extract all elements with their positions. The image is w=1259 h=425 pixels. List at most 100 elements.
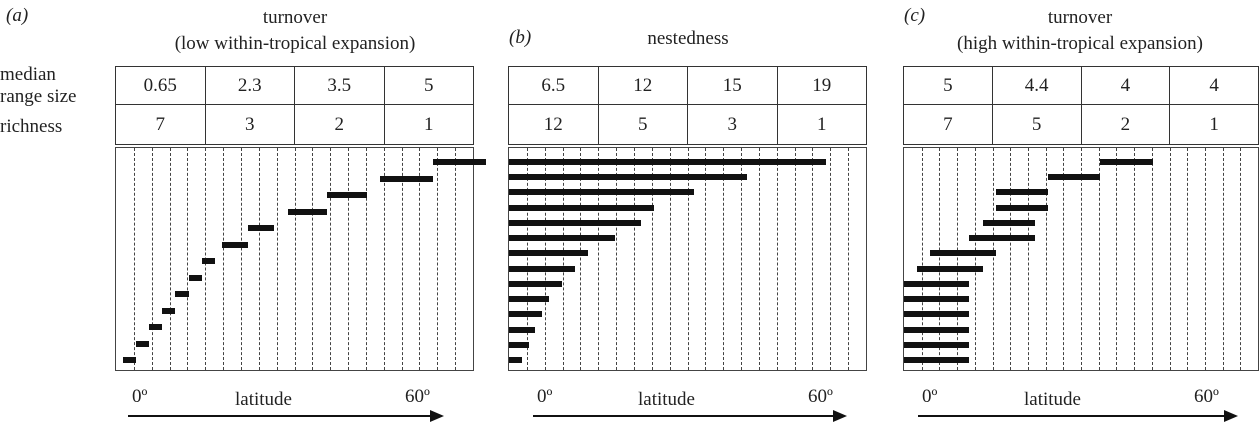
grid-line	[276, 148, 278, 370]
row-label-range-size: range size	[0, 86, 77, 107]
grid-line	[848, 148, 850, 370]
richness-row: 7 3 2 1	[115, 104, 474, 145]
grid-line	[1081, 148, 1082, 370]
stats-table: 0.65 2.3 3.5 5 7 3 2 1	[115, 66, 474, 145]
row-label-median: median	[0, 64, 56, 85]
grid-line	[687, 148, 689, 370]
grid-line	[794, 148, 796, 370]
grid-line	[1098, 148, 1100, 370]
median-cell: 4.4	[991, 66, 1082, 105]
species-range-bar	[509, 341, 529, 348]
median-cell: 19	[776, 66, 867, 105]
grid-line	[151, 148, 153, 370]
species-range-bar	[248, 225, 275, 231]
grid-line	[1045, 148, 1047, 370]
panel-title: turnover (high within-tropical expansion…	[903, 6, 1257, 55]
species-range-bar	[188, 274, 202, 281]
species-range-bar	[509, 204, 655, 211]
grid-line	[133, 148, 135, 370]
title-line-2: (high within-tropical expansion)	[957, 33, 1203, 54]
species-range-bar	[509, 250, 589, 257]
range-plot	[903, 147, 1259, 371]
grid-line	[939, 148, 941, 370]
panel-letter: (b)	[509, 27, 532, 48]
median-range-row: 6.5 12 15 19	[508, 66, 867, 105]
panel-title: nestedness	[508, 27, 868, 50]
grid-line	[1240, 148, 1242, 370]
median-cell: 15	[687, 66, 778, 105]
species-range-bar	[135, 340, 150, 347]
species-range-bar	[509, 311, 543, 318]
species-range-bar	[327, 192, 367, 198]
x-tick-60: 60º	[808, 386, 833, 407]
species-range-bar	[509, 265, 576, 272]
richness-cell: 2	[1080, 104, 1171, 145]
range-plot	[508, 147, 867, 371]
median-cell: 2.3	[204, 66, 295, 105]
grid-line	[957, 148, 959, 370]
richness-cell: 5	[991, 104, 1082, 145]
species-range-bar	[509, 159, 827, 165]
species-range-bar	[509, 280, 562, 287]
median-range-row: 0.65 2.3 3.5 5	[115, 66, 474, 105]
grid-line	[544, 148, 546, 370]
stats-table: 5 4.4 4 4 7 5 2 1	[903, 66, 1259, 145]
grid-line	[401, 148, 403, 370]
title-line-1: nestedness	[647, 28, 729, 49]
species-range-bar	[149, 324, 163, 330]
richness-cell: 5	[597, 104, 688, 145]
grid-line	[312, 148, 314, 370]
grid-line	[830, 148, 832, 370]
richness-cell: 1	[776, 104, 867, 145]
grid-line	[294, 148, 296, 370]
grid-line	[455, 148, 457, 370]
latitude-arrow	[533, 410, 847, 422]
grid-line	[187, 148, 189, 370]
grid-line	[741, 148, 743, 370]
grid-line	[580, 148, 582, 370]
x-axis-label: latitude	[638, 389, 695, 410]
grid-line	[169, 148, 171, 370]
median-cell: 0.65	[115, 66, 206, 105]
species-range-bar	[509, 326, 536, 333]
grid-line	[1204, 148, 1206, 370]
row-label-richness: richness	[0, 116, 63, 137]
grid-line	[758, 148, 760, 370]
grid-line	[1010, 148, 1012, 370]
title-line-1: turnover	[1047, 7, 1113, 28]
median-range-row: 5 4.4 4 4	[903, 66, 1259, 105]
species-range-bar	[201, 258, 216, 264]
x-tick-60: 60º	[405, 386, 430, 407]
median-cell: 3.5	[294, 66, 385, 105]
latitude-arrow	[918, 410, 1238, 422]
grid-line	[562, 148, 564, 370]
grid-line	[651, 148, 653, 370]
richness-cell: 12	[508, 104, 599, 145]
grid-line	[776, 148, 778, 370]
species-range-bar	[1100, 159, 1153, 165]
species-range-bar	[969, 235, 1035, 242]
median-cell: 5	[903, 66, 993, 105]
grid-line	[1116, 148, 1118, 370]
grid-line	[223, 148, 225, 370]
species-range-bar	[221, 241, 249, 248]
median-cell: 4	[1080, 66, 1171, 105]
species-range-bar	[509, 174, 747, 181]
species-range-bar	[904, 326, 970, 333]
median-cell: 6.5	[508, 66, 599, 105]
x-tick-0: 0º	[922, 386, 938, 407]
species-range-bar	[509, 189, 694, 196]
grid-line	[1187, 148, 1189, 370]
species-range-bar	[162, 307, 176, 314]
species-range-bar	[509, 296, 549, 303]
grid-line	[348, 148, 350, 370]
richness-row: 12 5 3 1	[508, 104, 867, 145]
grid-line	[616, 148, 618, 370]
richness-row: 7 5 2 1	[903, 104, 1259, 145]
grid-line	[1027, 148, 1029, 370]
species-range-bar	[995, 204, 1049, 211]
species-range-bar	[122, 357, 136, 363]
species-range-bar	[175, 291, 189, 297]
x-axis-label: latitude	[1024, 389, 1081, 410]
median-cell: 4	[1169, 66, 1259, 105]
